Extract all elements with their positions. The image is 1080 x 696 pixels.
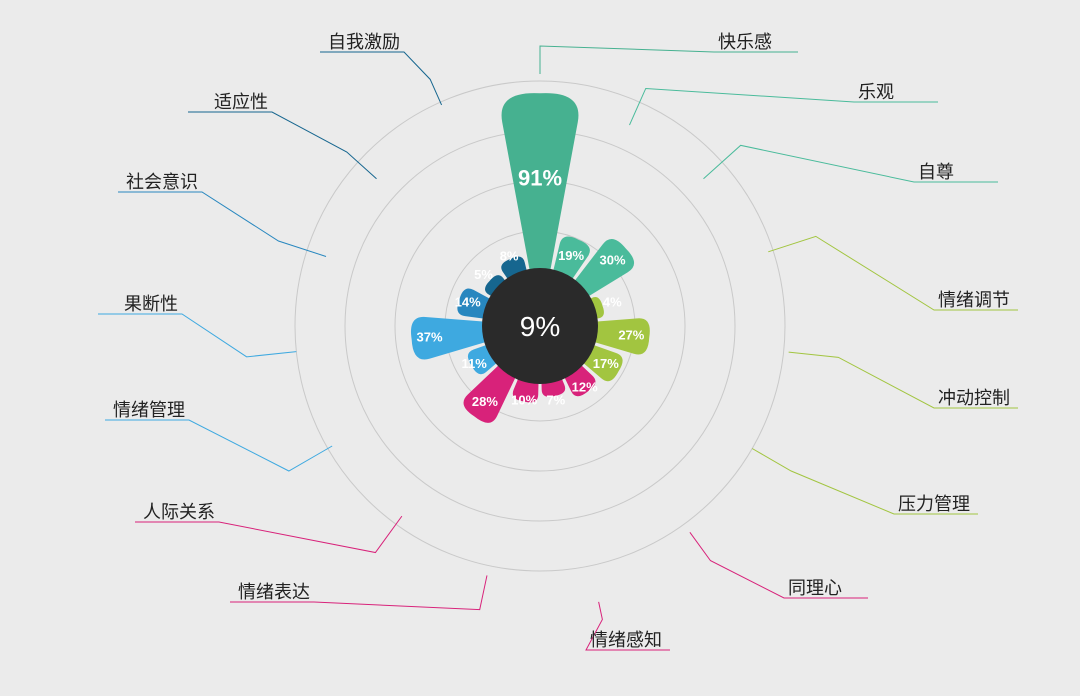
petal-pct: 4% <box>603 295 622 310</box>
petal-label: 人际关系 <box>143 502 215 522</box>
petal-label: 快乐感 <box>718 32 772 52</box>
petal-label: 同理心 <box>788 578 842 598</box>
petal-label: 情绪感知 <box>590 630 662 650</box>
petal-label: 社会意识 <box>126 172 198 192</box>
petal-pct: 5% <box>474 267 493 282</box>
petal-label: 情绪表达 <box>238 582 310 602</box>
petal-pct: 30% <box>600 253 626 268</box>
petal-label: 果断性 <box>124 294 178 314</box>
petal-pct: 37% <box>417 330 443 345</box>
petal-label: 乐观 <box>858 82 894 102</box>
petal-pct: 28% <box>472 394 498 409</box>
petal-pct: 91% <box>518 166 562 191</box>
petal-label: 适应性 <box>214 92 268 112</box>
petal-pct: 10% <box>511 392 537 407</box>
radial-petal-chart: 快乐感乐观自尊情绪调节冲动控制压力管理同理心情绪感知 情绪表达 人际关系 情绪管理 果断… <box>0 0 1080 696</box>
petal-pct: 11% <box>462 356 488 371</box>
petal-label: 自我激励 <box>328 32 400 52</box>
petal-label: 压力管理 <box>898 494 970 514</box>
petal-label: 自尊 <box>918 162 954 182</box>
petal-pct: 7% <box>546 392 565 407</box>
petal-pct: 17% <box>593 356 619 371</box>
petal-label: 冲动控制 <box>938 388 1010 408</box>
petal-label: 情绪管理 <box>113 400 185 420</box>
petal-pct: 12% <box>572 379 598 394</box>
petal-pct: 27% <box>618 328 644 343</box>
petal-pct: 14% <box>455 295 481 310</box>
petal-label: 情绪调节 <box>938 290 1010 310</box>
petal-pct: 19% <box>558 248 584 263</box>
center-value: 9% <box>520 311 560 342</box>
petal-pct: 8% <box>500 249 519 264</box>
